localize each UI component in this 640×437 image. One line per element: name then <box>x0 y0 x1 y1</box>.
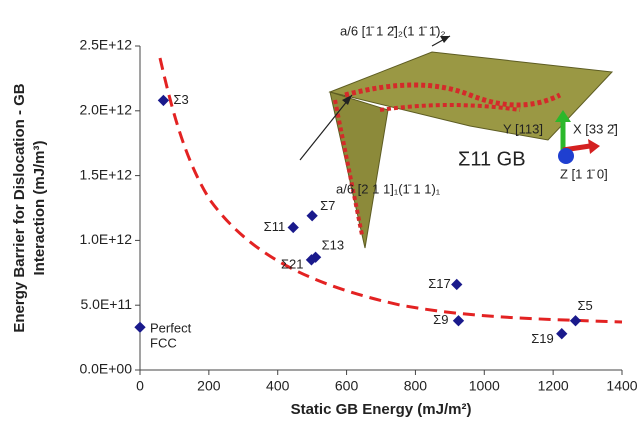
data-point <box>288 222 299 233</box>
x-tick-label: 1400 <box>606 378 637 394</box>
inset-illustration <box>300 36 612 248</box>
data-point <box>451 279 462 290</box>
x-tick-label: 600 <box>335 378 359 394</box>
inset-burgers-bottom: a/6 [2 1 1]₁(1̄ 1 1)₁ <box>336 181 441 196</box>
y-tick-label: 2.5E+12 <box>79 37 132 53</box>
chart: a/6 [1̄ 1 2̄]₂(1 1̄ 1̄)₂ a/6 [2 1 1]₁(1̄… <box>0 0 640 432</box>
inset-axis-y: Y [113] <box>503 121 543 136</box>
point-label: Σ3 <box>173 92 188 107</box>
x-tick-label: 1200 <box>538 378 569 394</box>
y-tick-label: 5.0E+11 <box>80 296 132 312</box>
data-point <box>453 315 464 326</box>
x-tick-label: 800 <box>404 378 428 394</box>
y-axis-title: Energy Barrier for Dislocation - GB <box>11 83 28 332</box>
x-tick-label: 1000 <box>469 378 500 394</box>
point-label: Σ7 <box>320 198 335 213</box>
inset-axis-z: Z [1 1̄ 0] <box>560 166 608 181</box>
x-axis-title: Static GB Energy (mJ/m²) <box>291 401 472 418</box>
inset-burgers-top: a/6 [1̄ 1 2̄]₂(1 1̄ 1̄)₂ <box>340 23 446 38</box>
inset-axis-x: X [33 2̄] <box>573 121 618 136</box>
point-label: Σ9 <box>433 312 448 327</box>
point-label: Σ19 <box>531 331 554 346</box>
x-tick-label: 0 <box>136 378 144 394</box>
x-tick-label: 200 <box>197 378 221 394</box>
point-label: Σ13 <box>322 238 345 253</box>
y-tick-label: 1.0E+12 <box>79 231 132 247</box>
point-label: Σ21 <box>281 256 304 271</box>
point-label: Σ11 <box>264 219 286 234</box>
data-point <box>570 315 581 326</box>
x-tick-label: 400 <box>266 378 290 394</box>
inset-title: Σ11 GB <box>458 148 526 170</box>
data-point <box>556 328 567 339</box>
y-tick-label: 0.0E+00 <box>79 361 132 377</box>
point-label: Perfect <box>150 321 192 336</box>
y-tick-label: 1.5E+12 <box>79 166 132 182</box>
y-tick-label: 2.0E+12 <box>79 102 132 118</box>
data-point <box>134 322 145 333</box>
point-label: FCC <box>150 336 177 351</box>
data-point <box>158 95 169 106</box>
point-label: Σ17 <box>428 276 451 291</box>
point-label: Σ5 <box>578 298 593 313</box>
data-point <box>306 210 317 221</box>
y-axis-title: Interaction (mJ/m³) <box>31 140 48 275</box>
